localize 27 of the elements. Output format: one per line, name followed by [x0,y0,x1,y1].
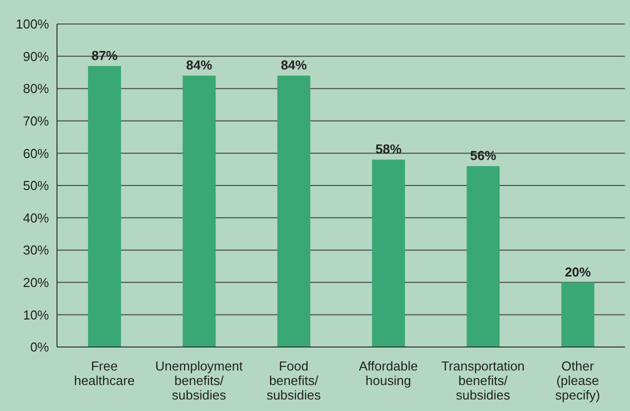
x-tick-label: Free healthcare [74,358,135,388]
y-tick-label: 20% [22,275,50,290]
x-tick-label: Affordable housing [358,358,418,388]
y-tick-label: 100% [16,16,50,32]
bar [88,66,121,347]
data-label: 84% [186,58,213,73]
y-tick-label: 60% [22,146,50,161]
x-tick-label: Unemployment benefits/ subsidies [155,358,244,402]
y-tick-label: 0% [30,340,50,355]
bar [561,282,594,347]
bar [466,166,500,347]
bar [277,76,310,347]
y-tick-label: 40% [22,210,50,226]
y-tick-label: 10% [22,307,50,322]
y-tick-label: 30% [22,242,50,258]
bar [182,76,216,347]
y-tick-label: 70% [22,114,50,129]
data-label: 58% [375,142,402,157]
y-tick-label: 90% [22,48,50,64]
data-label: 84% [280,58,308,73]
y-tick-label: 50% [22,178,50,194]
x-tick-label: Food benefits/ subsidies [266,358,322,402]
data-label: 20% [564,264,592,280]
y-tick-label: 80% [22,81,50,96]
x-tick-label: Other (please specify) [555,358,600,402]
bar [372,160,405,347]
x-tick-label: Transportation benefits/ subsidies [441,358,525,402]
